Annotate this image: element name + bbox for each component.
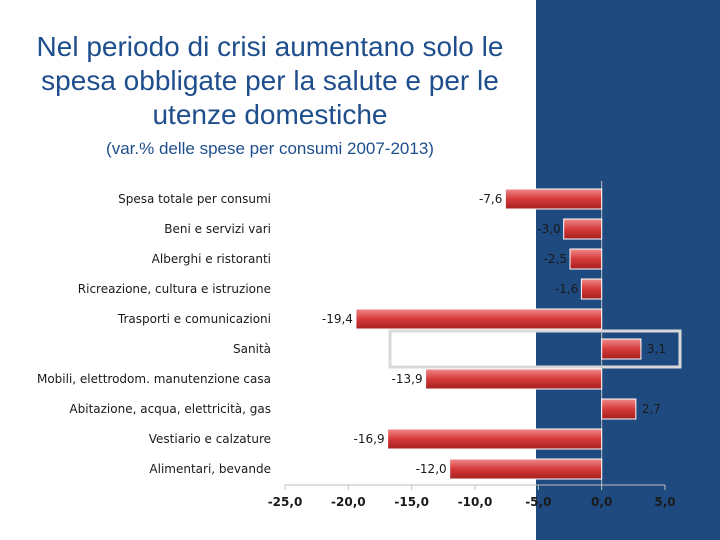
bar <box>570 249 602 269</box>
category-label: Vestiario e calzature <box>149 432 271 446</box>
bar <box>505 189 601 209</box>
value-label: -16,9 <box>354 432 385 446</box>
value-label: -1,6 <box>555 282 578 296</box>
bar <box>426 369 602 389</box>
value-label: -13,9 <box>392 372 423 386</box>
category-label: Ricreazione, cultura e istruzione <box>78 282 271 296</box>
bar <box>602 399 636 419</box>
bar <box>581 279 601 299</box>
bar <box>564 219 602 239</box>
category-label: Sanità <box>233 342 271 356</box>
x-tick-label: -15,0 <box>394 495 429 509</box>
bar <box>356 309 602 329</box>
category-label: Trasporti e comunicazioni <box>117 312 271 326</box>
x-tick-label: -25,0 <box>268 495 303 509</box>
category-label: Spesa totale per consumi <box>118 192 271 206</box>
x-tick-label: 5,0 <box>654 495 675 509</box>
category-label: Abitazione, acqua, elettricità, gas <box>69 402 271 416</box>
value-label: 2,7 <box>642 402 661 416</box>
category-label: Mobili, elettrodom. manutenzione casa <box>37 372 271 386</box>
x-tick-label: 0,0 <box>591 495 612 509</box>
x-tick-label: -10,0 <box>458 495 493 509</box>
value-label: -12,0 <box>416 462 447 476</box>
bar <box>602 339 641 359</box>
x-tick-label: -20,0 <box>331 495 366 509</box>
x-tick-label: -5,0 <box>525 495 551 509</box>
bar <box>388 429 602 449</box>
value-label: -2,5 <box>544 252 567 266</box>
value-label: 3,1 <box>647 342 666 356</box>
bar <box>450 459 602 479</box>
value-label: -19,4 <box>322 312 353 326</box>
category-label: Beni e servizi vari <box>164 222 271 236</box>
category-label: Alberghi e ristoranti <box>152 252 271 266</box>
value-label: -7,6 <box>479 192 502 206</box>
value-label: -3,0 <box>537 222 560 236</box>
category-label: Alimentari, bevande <box>149 462 271 476</box>
